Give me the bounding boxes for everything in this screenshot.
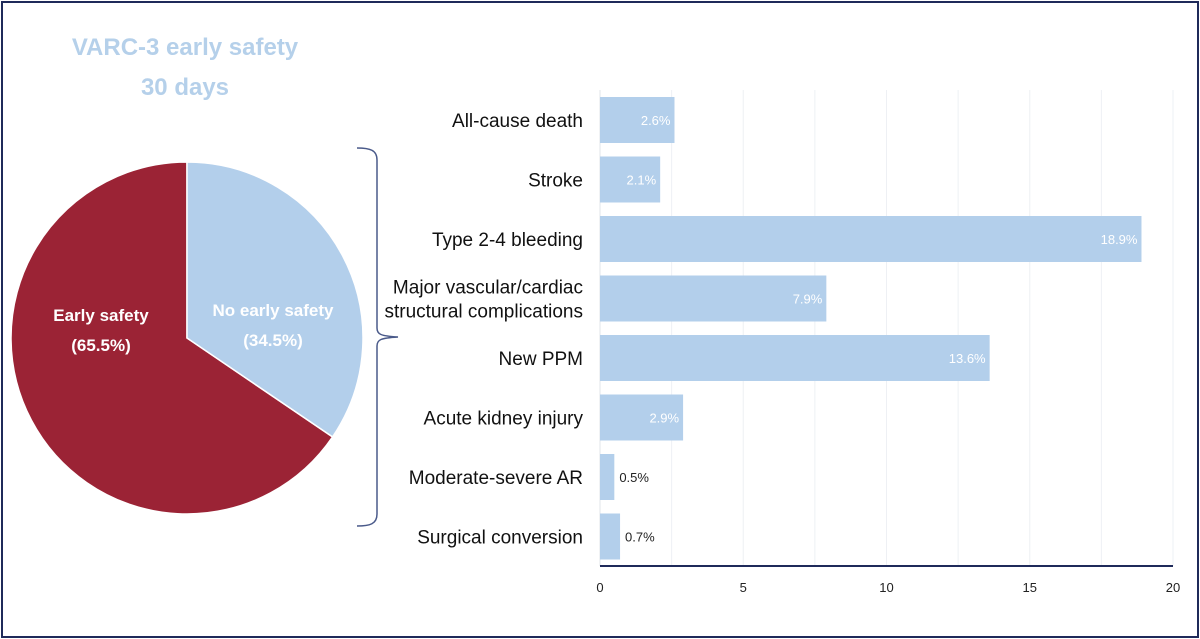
pie-title-line1: VARC-3 early safety	[71, 34, 299, 61]
category-label-2: Stroke	[528, 171, 583, 192]
bar-4	[600, 275, 827, 322]
x-tick-label: 10	[879, 580, 893, 595]
x-tick-label: 20	[1166, 580, 1180, 595]
pie-slice-value-2: (34.5%)	[243, 331, 303, 350]
pie-slice-1	[10, 161, 334, 515]
bar-3	[600, 216, 1142, 262]
bar-value-label-3: 18.9%	[1101, 232, 1138, 247]
x-tick-label: 0	[596, 580, 603, 595]
category-label-7: Moderate-severe AR	[409, 468, 583, 489]
bar-value-label-8: 0.7%	[625, 530, 655, 545]
pie-slice-2	[186, 161, 364, 438]
category-label-6: Acute kidney injury	[424, 409, 584, 430]
bar-grid	[599, 90, 1174, 566]
pie-title-line2: 30 days	[140, 74, 230, 101]
bar-5	[600, 335, 990, 381]
bar-2	[600, 156, 661, 203]
x-tick-label: 5	[740, 580, 747, 595]
category-label-4: Major vascular/cardiac	[393, 278, 583, 299]
category-label-4: structural complications	[384, 302, 583, 323]
bar-value-label-6: 2.9%	[649, 411, 679, 426]
pie-slice-label-1: Early safety	[53, 306, 149, 325]
bar-chart: 2.6% All-cause death 2.1% Stroke 18.9% Type 2…	[384, 97, 1142, 560]
bar-8	[600, 513, 621, 560]
bar-value-label-5: 13.6%	[949, 351, 986, 366]
bar-value-label-1: 2.6%	[641, 113, 671, 128]
pie-chart: Early safety (65.5%) No early safety (34.5%…	[10, 161, 364, 515]
x-axis: 0 5 10 15 20	[596, 565, 1180, 595]
x-tick-label: 15	[1023, 580, 1037, 595]
bar-1	[600, 97, 675, 143]
pie-slice-label-2: No early safety	[213, 301, 334, 320]
category-label-3: Type 2-4 bleeding	[432, 230, 583, 251]
category-label-5: New PPM	[499, 349, 583, 370]
category-label-1: All-cause death	[452, 111, 583, 132]
category-label-8: Surgical conversion	[417, 528, 583, 549]
bar-value-label-4: 7.9%	[793, 292, 823, 307]
brace-connector	[356, 147, 399, 527]
bar-6	[600, 394, 684, 441]
bar-value-label-2: 2.1%	[627, 173, 657, 188]
bar-7	[600, 454, 615, 500]
pie-slice-value-1: (65.5%)	[71, 336, 131, 355]
bar-value-label-7: 0.5%	[619, 470, 649, 485]
